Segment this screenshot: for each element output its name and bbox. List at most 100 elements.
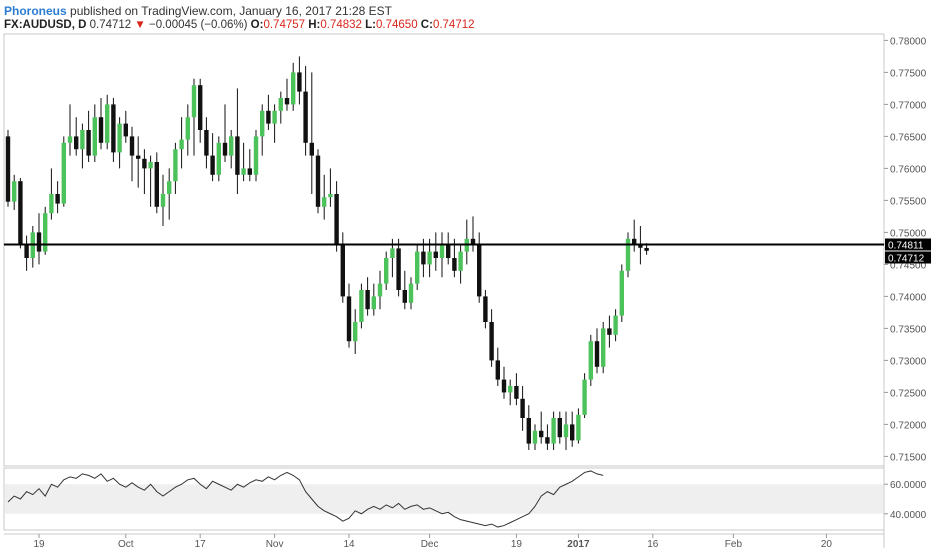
- candle-up: [328, 194, 333, 198]
- candle-down: [477, 245, 482, 297]
- candle-down: [315, 155, 321, 207]
- y-tick-label: 0.77500: [890, 68, 927, 79]
- candle-up: [167, 181, 172, 194]
- candle-up: [179, 139, 184, 150]
- candle-down: [266, 110, 271, 124]
- y-tick-label: 0.73500: [890, 324, 927, 335]
- candle-down: [36, 232, 42, 252]
- x-tick-label: Feb: [725, 539, 743, 550]
- candle-down: [86, 130, 91, 156]
- candle-up: [216, 142, 221, 175]
- candle-down: [545, 437, 550, 444]
- candle-up: [508, 386, 513, 393]
- candle-up: [582, 379, 587, 415]
- candle-down: [557, 418, 562, 438]
- high-value: 0.74832: [320, 19, 362, 31]
- candle-down: [5, 136, 11, 202]
- publisher-name[interactable]: Phoroneus: [4, 4, 67, 18]
- candle-up: [92, 117, 97, 156]
- candle-down: [607, 328, 612, 335]
- candle-down: [136, 155, 141, 159]
- x-tick-label: 20: [821, 539, 833, 550]
- candle-down: [501, 379, 507, 393]
- y-tick-label: 0.78000: [890, 36, 927, 47]
- publish-info: Phoroneus published on TradingView.com, …: [4, 4, 392, 18]
- candle-down: [346, 296, 352, 342]
- candle-down: [284, 98, 290, 105]
- last-price: 0.74712: [89, 19, 132, 31]
- candle-up: [384, 258, 389, 284]
- candle-down: [129, 136, 135, 156]
- candle-down: [539, 430, 544, 438]
- candle-up: [148, 162, 153, 169]
- candle-down: [334, 194, 339, 246]
- x-tick-label: 19: [33, 539, 45, 550]
- close-label: C:: [420, 19, 433, 31]
- down-arrow-icon: ▼: [134, 19, 146, 31]
- close-value: 0.74712: [432, 19, 475, 31]
- price-change: −0.00045 (−0.06%): [149, 19, 248, 31]
- candle-up: [61, 142, 66, 204]
- candle-up: [173, 149, 178, 182]
- candle-down: [632, 238, 637, 246]
- chart-header: Phoroneus published on TradingView.com, …: [4, 2, 928, 34]
- candle-down: [309, 142, 314, 156]
- candle-down: [446, 245, 451, 258]
- candle-down: [520, 398, 525, 418]
- candle-down: [526, 418, 531, 444]
- rsi-line: [7, 470, 604, 528]
- candle-up: [278, 98, 283, 111]
- x-tick-label: 16: [647, 539, 659, 550]
- candle-up: [625, 238, 631, 271]
- symbol-label: FX:AUDUSD, D: [4, 19, 87, 31]
- candle-up: [551, 418, 556, 444]
- candle-down: [74, 136, 79, 150]
- candle-up: [377, 283, 383, 297]
- y-tick-label: 0.72000: [890, 420, 927, 431]
- candle-up: [427, 251, 432, 265]
- candle-down: [644, 247, 649, 251]
- low-label: L:: [365, 19, 377, 31]
- candle-up: [619, 270, 624, 316]
- candle-down: [433, 251, 438, 258]
- price-tag-bg: [885, 238, 931, 251]
- y-tick-label: 0.75500: [890, 196, 927, 207]
- candle-down: [222, 142, 228, 156]
- candle-down: [55, 194, 60, 204]
- candle-down: [514, 386, 519, 399]
- rsi-band: [5, 484, 883, 514]
- candle-down: [452, 258, 457, 271]
- candle-down: [421, 251, 426, 265]
- x-tick-label: 19: [511, 539, 523, 550]
- candle-up: [322, 197, 327, 207]
- candle-down: [123, 123, 128, 137]
- candle-down: [247, 168, 252, 175]
- candle-down: [18, 181, 23, 246]
- x-tick-label: 14: [343, 539, 355, 550]
- candle-up: [67, 136, 73, 143]
- candle-down: [303, 91, 308, 143]
- x-tick-label: 2017: [567, 539, 590, 550]
- candle-up: [359, 290, 364, 322]
- rsi-tick-label: 60.0000: [890, 480, 927, 491]
- candle-down: [396, 248, 401, 290]
- y-tick-label: 0.73000: [890, 356, 927, 367]
- price-tag-label: 0.74811: [888, 240, 924, 251]
- candle-down: [470, 238, 476, 246]
- candle-down: [365, 290, 370, 310]
- candle-up: [613, 315, 618, 335]
- published-text: published on TradingView.com, January 16…: [70, 4, 393, 18]
- candle-up: [185, 117, 190, 140]
- candle-up: [458, 251, 463, 271]
- candle-up: [12, 181, 17, 202]
- y-tick-label: 0.76000: [890, 164, 927, 175]
- candle-down: [142, 158, 147, 169]
- candle-down: [210, 155, 215, 175]
- x-tick-label: 17: [195, 539, 207, 550]
- y-tick-label: 0.71500: [890, 452, 927, 463]
- candle-up: [105, 104, 110, 143]
- x-tick-label: Nov: [266, 539, 284, 550]
- candle-up: [253, 136, 259, 175]
- candle-down: [98, 117, 104, 143]
